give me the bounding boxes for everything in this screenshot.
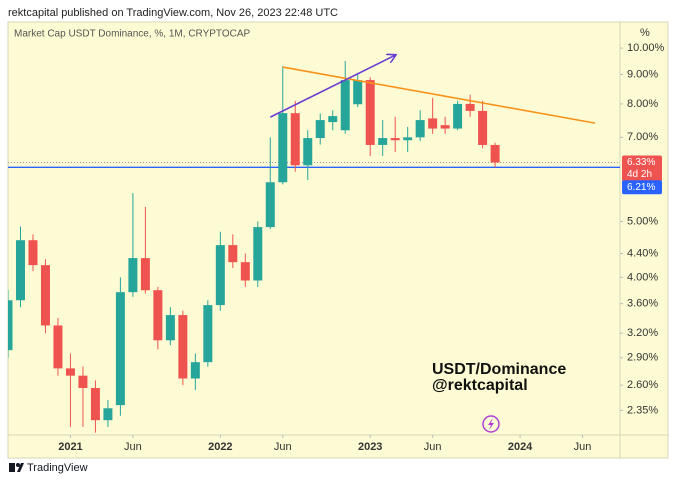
countdown-label: 4d 2h [627, 169, 652, 180]
candle-body [128, 258, 138, 293]
candle-body [140, 258, 150, 291]
candle-body [390, 138, 400, 141]
candle-body [253, 227, 263, 281]
candle-body [78, 375, 88, 389]
candle-body [215, 245, 225, 306]
y-tick-label: 10.00% [627, 42, 665, 54]
candle-body [478, 110, 488, 145]
candle-body [90, 388, 100, 421]
candle-body [365, 80, 375, 145]
candle-body [15, 240, 25, 301]
x-tick-label: 2022 [208, 441, 232, 453]
x-tick-label: Jun [274, 441, 292, 453]
price-line-label: 6.21% [627, 182, 655, 193]
y-tick-label: 3.60% [627, 298, 658, 310]
price-line-box [622, 180, 662, 195]
candle-body [65, 368, 75, 376]
trendline [282, 66, 596, 124]
y-tick-label: 2.35% [627, 404, 658, 416]
candle-body [228, 245, 238, 263]
chart-title: Market Cap USDT Dominance, %, 1M, CRYPTO… [14, 29, 251, 40]
candle-body [265, 182, 275, 228]
x-tick-label: 2021 [58, 441, 82, 453]
candle-body [440, 125, 450, 129]
y-tick-label: 2.90% [627, 352, 658, 364]
y-tick-label: 7.00% [627, 131, 658, 143]
candle-body [490, 144, 500, 163]
watermark: @rektcapital [432, 377, 528, 394]
candle-body [303, 138, 313, 166]
candle-body [103, 408, 113, 421]
x-tick-label: 2024 [508, 441, 533, 453]
candle-body [315, 120, 325, 139]
candle-body [465, 103, 475, 111]
candle-body [28, 240, 38, 266]
candle-body [378, 138, 388, 145]
header: rektcapital published on TradingView.com… [8, 7, 338, 19]
y-tick-label: 3.20% [627, 327, 658, 339]
tradingview-logo [9, 463, 24, 472]
candle-body [8, 300, 13, 351]
candle-body [403, 137, 413, 141]
trendline [269, 55, 395, 118]
current-price-box [622, 155, 662, 182]
x-tick-label: 2023 [358, 441, 382, 453]
footer-brand: TradingView [27, 462, 88, 474]
candle-body [240, 262, 250, 281]
x-tick-label: Jun [124, 441, 142, 453]
candle-body [178, 315, 188, 379]
candle-body [53, 325, 63, 369]
y-tick-label: 2.60% [627, 379, 658, 391]
candle-body [328, 116, 338, 123]
candle-body [40, 265, 50, 326]
candle-body [153, 290, 163, 341]
y-tick-label: 9.00% [627, 68, 658, 80]
candle-body [203, 305, 213, 363]
y-unit: % [640, 27, 650, 39]
candle-body [190, 362, 200, 379]
candle-body [290, 113, 300, 166]
chart-panel [7, 21, 669, 459]
plot [8, 60, 620, 433]
y-tick-label: 4.00% [627, 271, 658, 283]
candle-body [415, 120, 425, 138]
candle-body [165, 315, 175, 341]
candle-body [353, 80, 363, 105]
lightning-icon [482, 415, 500, 433]
candle-body [115, 292, 125, 406]
candle-body [453, 103, 463, 129]
current-price-label: 6.33% [627, 157, 655, 168]
y-tick-label: 4.40% [627, 247, 658, 259]
y-tick-label: 8.00% [627, 98, 658, 110]
candle-body [340, 80, 350, 131]
y-tick-label: 5.00% [627, 215, 658, 227]
x-tick-label: Jun [574, 441, 592, 453]
x-tick-label: Jun [424, 441, 442, 453]
candle-body [278, 113, 288, 183]
watermark: USDT/Dominance [432, 361, 566, 378]
candle-body [428, 118, 438, 129]
